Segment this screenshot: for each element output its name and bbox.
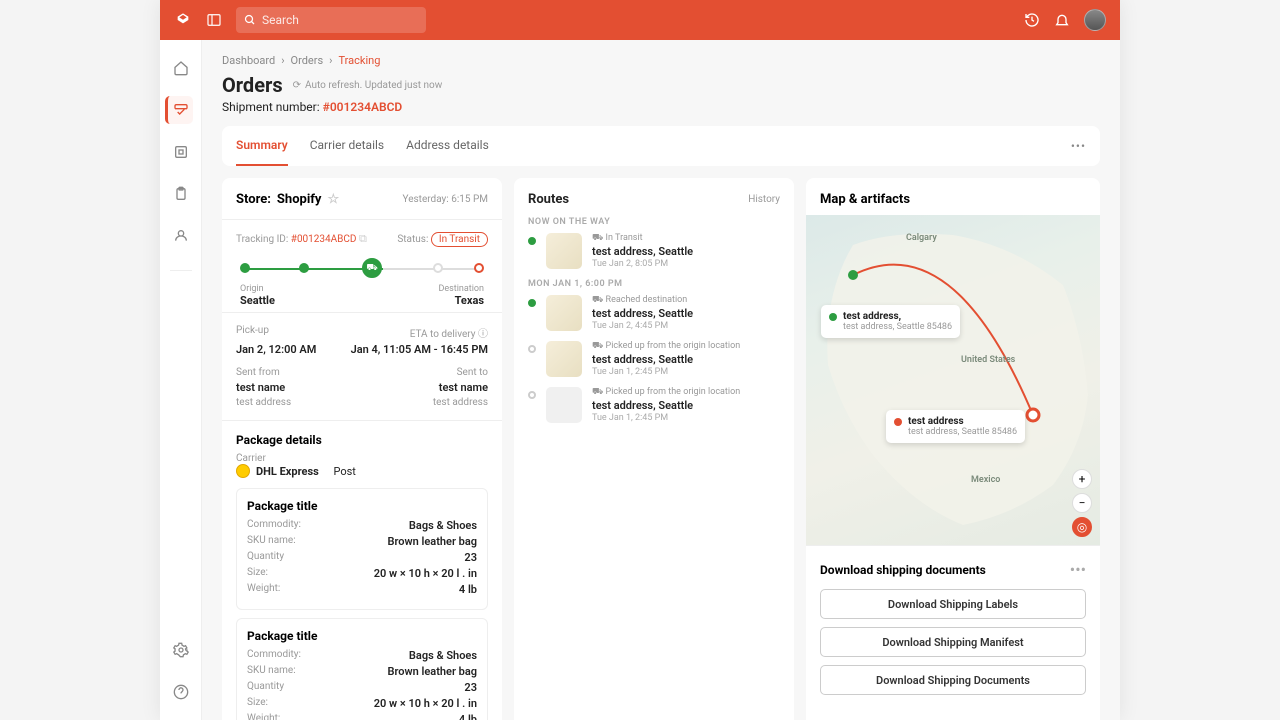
package-item: Package title Commodity:Bags & Shoes SKU… [236,618,488,720]
tab-address[interactable]: Address details [406,126,489,166]
crumb-dashboard[interactable]: Dashboard [222,54,275,67]
store-card: Store: Shopify ☆ Yesterday: 6:15 PM Trac… [222,178,502,720]
zoom-in-button[interactable]: + [1072,469,1092,489]
route-status: ⛟ In Transit [592,233,780,244]
tab-more-icon[interactable]: ••• [1071,139,1086,153]
map-pin-card-dest[interactable]: test addresstest address, Seattle 85486 [886,410,1025,443]
sidebar-clipboard[interactable] [165,180,193,208]
map-view[interactable]: United States Mexico Calgary test addres… [806,215,1100,545]
shipment-number: #001234ABCD [323,100,403,114]
route-day: MON JAN 1, 6:00 PM [528,279,780,289]
docs-more-icon[interactable]: ••• [1070,560,1086,579]
map-pin-card-origin[interactable]: test address,test address, Seattle 85486 [821,305,960,338]
search-input[interactable] [262,13,418,27]
crumb-orders[interactable]: Orders [291,54,324,67]
package-details-title: Package details [236,433,488,447]
star-icon[interactable]: ☆ [327,192,339,207]
store-label: Store: [236,192,271,207]
store-name: Shopify [277,192,322,207]
sidebar-help[interactable] [165,678,193,706]
sidebar-orders[interactable] [165,96,193,124]
sidebar-store[interactable] [165,138,193,166]
history-icon[interactable] [1024,12,1040,28]
routes-title: Routes [528,192,569,207]
carrier-row: DHL Express Post [236,464,488,478]
sidebar-support[interactable] [165,222,193,250]
breadcrumb: Dashboard › Orders › Tracking [222,54,1100,67]
routes-history[interactable]: History [748,194,780,205]
app-logo[interactable] [174,11,192,29]
route-item: ⛟ Reached destination test address, Seat… [528,295,780,331]
route-item: ⛟ Picked up from the origin location tes… [528,387,780,423]
docs-title: Download shipping documents [820,563,986,577]
bell-icon[interactable] [1054,12,1070,28]
avatar[interactable] [1084,9,1106,31]
locate-button[interactable]: ◎ [1072,517,1092,537]
sidebar [160,40,202,720]
refresh-status: ⟳ Auto refresh. Updated just now [293,80,443,91]
dhl-icon [236,464,250,478]
routes-card: Routes History NOW ON THE WAY ⛟ In Trans… [514,178,794,720]
zoom-out-button[interactable]: − [1072,493,1092,513]
map-title: Map & artifacts [820,192,1086,207]
map-card: Map & artifacts United States Mexico Cal… [806,178,1100,720]
store-time: Yesterday: 6:15 PM [403,194,488,205]
sidebar-home[interactable] [165,54,193,82]
shipment-row: Shipment number: #001234ABCD [222,100,1100,114]
route-day: NOW ON THE WAY [528,217,780,227]
download-labels-button[interactable]: Download Shipping Labels [820,589,1086,619]
progress-bar: ⛟ OriginSeattle DestinationTexas [236,260,488,300]
route-status: ⛟ Picked up from the origin location [592,387,780,398]
package-item: Package title Commodity:Bags & Shoes SKU… [236,488,488,610]
route-item: ⛟ Picked up from the origin location tes… [528,341,780,377]
panel-toggle-icon[interactable] [204,10,224,30]
tab-summary[interactable]: Summary [236,126,288,166]
page-title: Orders [222,73,283,97]
download-manifest-button[interactable]: Download Shipping Manifest [820,627,1086,657]
route-status: ⛟ Picked up from the origin location [592,341,780,352]
map-svg [806,215,1100,545]
download-documents-button[interactable]: Download Shipping Documents [820,665,1086,695]
route-item: ⛟ In Transit test address, Seattle Tue J… [528,233,780,269]
status-badge: In Transit [431,232,488,247]
crumb-tracking: Tracking [338,54,380,67]
sidebar-settings[interactable] [165,636,193,664]
search-box[interactable] [236,7,426,33]
route-status: ⛟ Reached destination [592,295,780,306]
copy-icon[interactable]: ⧉ [359,232,367,245]
tab-carrier[interactable]: Carrier details [310,126,384,166]
tracking-id: #001234ABCD [291,234,357,245]
